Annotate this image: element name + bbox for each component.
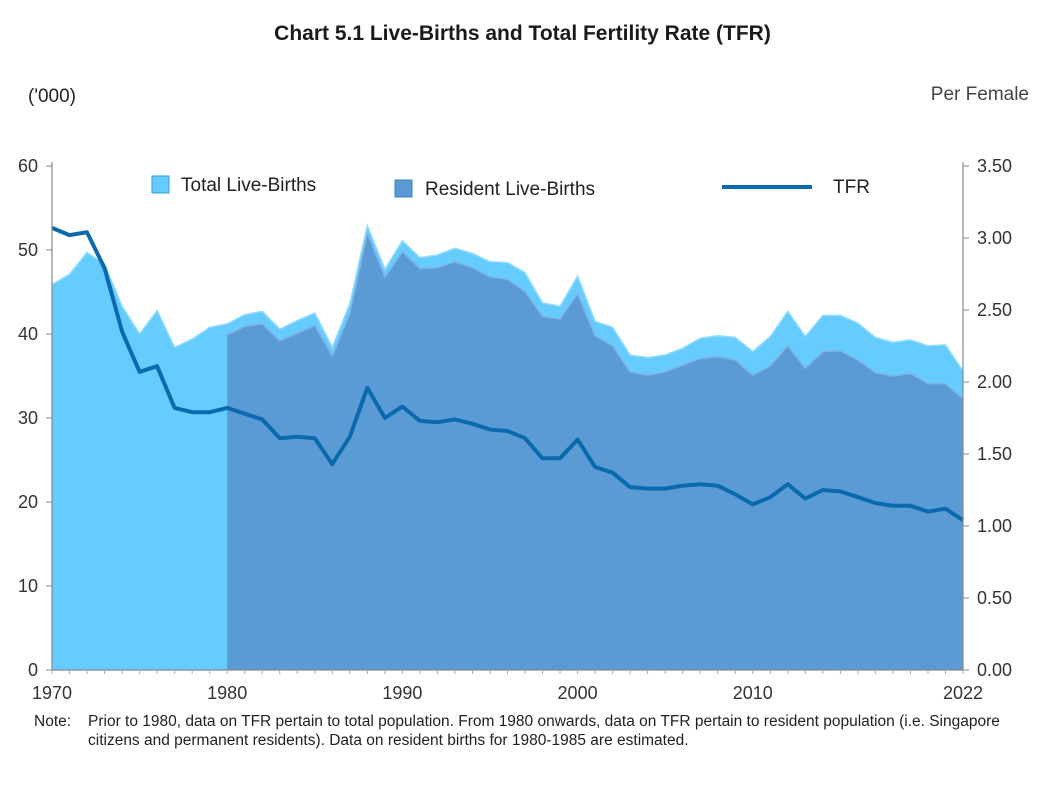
- legend: Total Live-Births Resident Live-Births T…: [151, 175, 870, 200]
- left-tick-label: 10: [18, 576, 38, 596]
- chart-title: Chart 5.1 Live-Births and Total Fertilit…: [274, 22, 771, 45]
- right-tick-label: 3.50: [977, 156, 1012, 176]
- legend-label-resident: Resident Live-Births: [425, 179, 595, 200]
- tfr-line-group: [51, 226, 965, 522]
- legend-label-tfr: TFR: [833, 177, 870, 198]
- plot-areas: [51, 223, 964, 670]
- legend-swatch-resident: [394, 179, 413, 198]
- left-tick-label: 20: [18, 492, 38, 512]
- right-tick-label: 0.50: [977, 588, 1012, 608]
- left-tick-label: 30: [18, 408, 38, 428]
- left-tick-label: 50: [18, 240, 38, 260]
- x-tick-label: 1980: [207, 683, 247, 703]
- left-tick-label: 0: [28, 660, 38, 680]
- footnote-text: Prior to 1980, data on TFR pertain to to…: [88, 713, 1000, 749]
- area-resident-live-births: [227, 233, 963, 670]
- footnote: Note: Prior to 1980, data on TFR pertain…: [34, 712, 1024, 750]
- x-tick-label: 1970: [32, 683, 72, 703]
- right-tick-label: 0.00: [977, 660, 1012, 680]
- x-tick-label: 1990: [382, 683, 422, 703]
- area-edge-0: [51, 223, 964, 372]
- x-tick-label: 2022: [943, 683, 983, 703]
- right-tick-label: 3.00: [977, 228, 1012, 248]
- left-axis-unit: ('000): [28, 86, 76, 107]
- x-tick-label: 2010: [733, 683, 773, 703]
- right-axis-unit: Per Female: [930, 84, 1029, 105]
- left-tick-label: 60: [18, 156, 38, 176]
- right-tick-label: 2.50: [977, 300, 1012, 320]
- area-edge-1: [226, 230, 964, 400]
- right-tick-label: 1.00: [977, 516, 1012, 536]
- right-tick-label: 1.50: [977, 444, 1012, 464]
- right-tick-label: 2.00: [977, 372, 1012, 392]
- footnote-label: Note:: [34, 713, 72, 730]
- axes: 0 10 20 30 40 50 60 0.00 0.50 1.00 1.50 2.00 2.50 3.0…: [18, 156, 1012, 703]
- x-tick-label: 2000: [558, 683, 598, 703]
- left-tick-label: 40: [18, 324, 38, 344]
- legend-label-total: Total Live-Births: [181, 175, 316, 196]
- legend-swatch-total: [151, 175, 170, 194]
